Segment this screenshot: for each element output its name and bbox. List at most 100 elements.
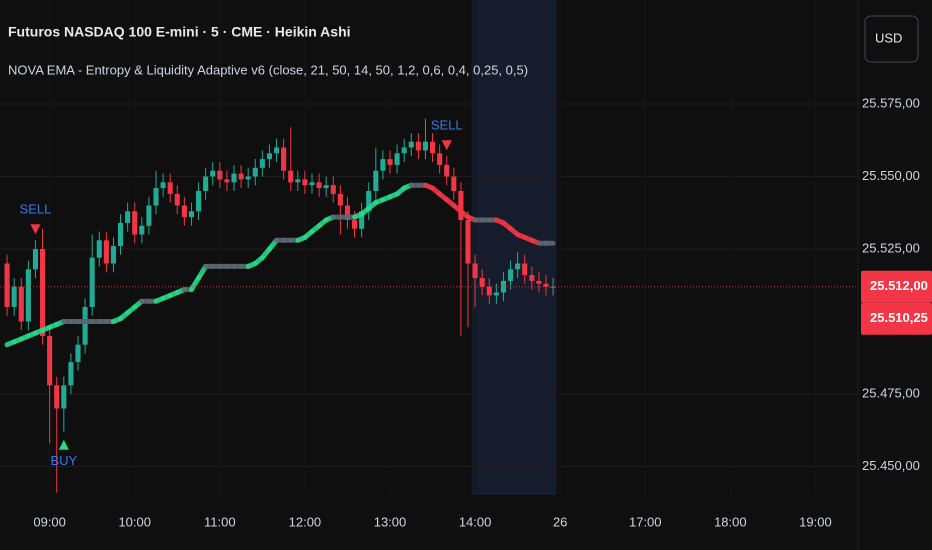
candle-body: [139, 225, 145, 235]
signal-label: SELL: [20, 202, 52, 217]
candle-body: [387, 159, 393, 165]
candle-body: [54, 385, 60, 409]
candle-body: [337, 193, 343, 206]
candle-body: [252, 167, 258, 177]
candle-body: [103, 240, 109, 264]
price-label-box: [861, 302, 932, 335]
candle-body: [245, 176, 251, 180]
candle-body: [68, 362, 74, 386]
price-label: 25.510,25: [870, 310, 928, 325]
candle-body: [458, 191, 464, 220]
candle-body: [217, 170, 223, 180]
candle-body: [181, 205, 187, 218]
candle-body: [125, 211, 131, 223]
candle-body: [39, 249, 46, 336]
candle-body: [295, 179, 301, 183]
candle-body: [132, 211, 138, 235]
candle-body: [224, 179, 230, 183]
candle-body: [32, 249, 39, 270]
indicator-title: NOVA EMA - Entropy & Liquidity Adaptive …: [8, 62, 528, 77]
y-tick-label: 25.550,00: [862, 168, 920, 183]
candle-body: [380, 159, 386, 171]
signal-label: BUY: [50, 453, 77, 468]
candle-body: [195, 191, 202, 212]
candle-body: [4, 263, 10, 307]
x-tick-label: 26: [553, 514, 567, 529]
signal-marker: [30, 224, 41, 235]
signal-label: SELL: [431, 118, 463, 133]
candle-body: [366, 191, 372, 212]
candle-body: [174, 193, 180, 206]
candle-body: [415, 141, 421, 151]
candle-body: [493, 292, 499, 296]
candle-body: [323, 185, 329, 189]
candle-body: [288, 170, 294, 183]
x-tick-label: 14:00: [459, 514, 492, 529]
y-tick-label: 25.475,00: [862, 385, 920, 400]
candle-body: [117, 222, 124, 247]
x-tick-label: 13:00: [374, 514, 407, 529]
candle-body: [160, 182, 166, 189]
symbol-title: Futuros NASDAQ 100 E-mini · 5 · CME · He…: [8, 24, 351, 40]
candle-body: [522, 263, 528, 276]
candle-body: [188, 211, 195, 218]
candle-body: [259, 159, 265, 168]
candle-body: [550, 286, 556, 288]
candle-body: [231, 173, 237, 183]
candle-body: [18, 286, 24, 322]
candle-body: [146, 205, 152, 226]
x-tick-label: 10:00: [118, 514, 151, 529]
candle-body: [515, 263, 521, 270]
candle-body: [401, 147, 407, 154]
candle-body: [429, 141, 436, 154]
y-tick-label: 25.575,00: [862, 95, 920, 110]
candle-body: [437, 153, 443, 165]
x-tick-label: 12:00: [289, 514, 322, 529]
candle-body: [330, 185, 336, 194]
candle-body: [96, 240, 102, 258]
plot-area: 25.450,00 25.475,00 25.525,00 25.550,00 25.5…: [0, 0, 920, 529]
signal-marker: [441, 140, 452, 151]
candle-body: [89, 257, 95, 307]
candle-body: [238, 173, 244, 180]
candle-body: [394, 153, 400, 165]
candle-body: [451, 176, 457, 191]
x-tick-label: 19:00: [799, 514, 832, 529]
currency-button[interactable]: [864, 15, 919, 63]
candle-body: [422, 141, 429, 151]
candle-body: [351, 220, 358, 229]
y-tick-label: 25.525,00: [862, 240, 920, 255]
candle-body: [110, 246, 117, 264]
candle-body: [302, 179, 308, 186]
candle-body: [444, 164, 450, 177]
candle-body: [486, 286, 492, 296]
signal-marker: [58, 439, 69, 450]
candle-body: [316, 182, 322, 189]
candle-body: [500, 280, 507, 293]
candle-body: [309, 182, 315, 186]
candle-body: [82, 307, 88, 345]
candle-body: [266, 153, 273, 160]
currency-label[interactable]: USD: [875, 30, 902, 45]
candle-body: [465, 220, 471, 264]
candle-body: [408, 141, 414, 148]
candle-body: [507, 269, 514, 281]
candle-body: [210, 170, 216, 177]
candle-body: [344, 205, 351, 220]
y-tick-label: 25.450,00: [862, 458, 920, 473]
candle-body: [536, 280, 542, 284]
candle-body: [75, 344, 81, 363]
candle-body: [529, 275, 535, 281]
session-shade: [471, 0, 557, 495]
candle-body: [47, 336, 53, 386]
candle-body: [11, 286, 17, 307]
candle-body: [203, 176, 209, 191]
candle-body: [543, 283, 549, 287]
candle-body: [359, 211, 365, 229]
price-label: 25.512,00: [870, 278, 928, 293]
candle-body: [472, 263, 478, 278]
candle-body: [479, 278, 485, 287]
candle-body: [153, 188, 159, 206]
